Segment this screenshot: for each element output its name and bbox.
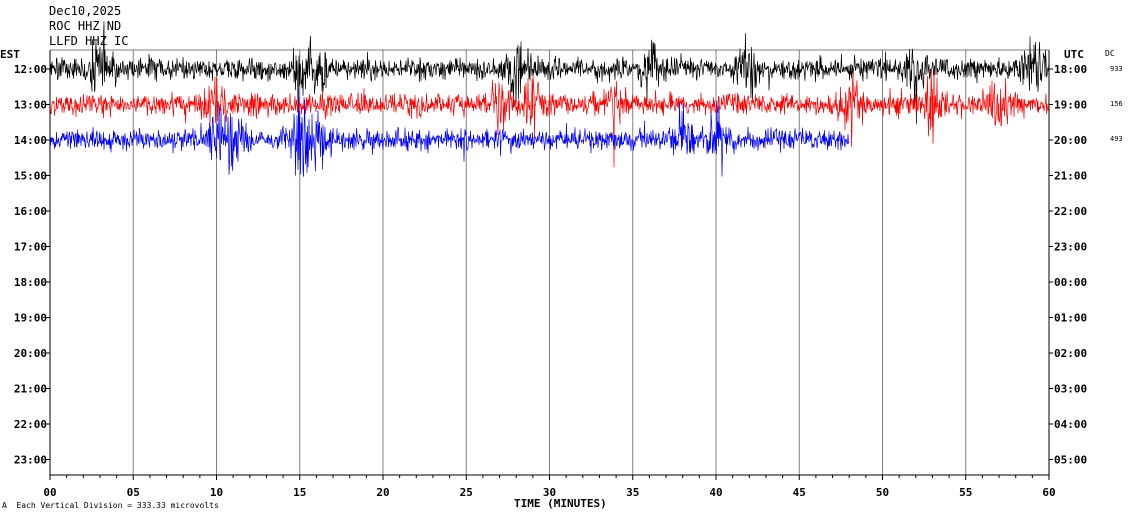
y-tick-label-right: 01:00 [1054,312,1087,325]
x-tick-label: 25 [460,486,473,499]
x-tick-label: 60 [1042,486,1055,499]
y-tick-label-left: 15:00 [14,170,47,183]
y-tick-label-left: 20:00 [14,347,47,360]
x-tick-label: 00 [43,486,56,499]
x-tick-label: 45 [793,486,806,499]
x-tick-label: 05 [127,486,140,499]
x-axis-title: TIME (MINUTES) [514,497,607,510]
dc-value: 156 [1110,100,1123,108]
x-tick-label: 50 [876,486,889,499]
y-tick-label-left: 19:00 [14,312,47,325]
dc-value: 933 [1110,65,1123,73]
scale-note-text: Each Vertical Division = 333.33 microvol… [16,501,219,510]
y-tick-label-left: 17:00 [14,241,47,254]
y-tick-label-left: 18:00 [14,276,47,289]
x-tick-label: 30 [543,486,556,499]
trace-3 [49,88,850,177]
x-tick-label: 10 [210,486,223,499]
y-tick-label-right: 23:00 [1054,241,1087,254]
header-station: ROC HHZ ND [49,19,122,33]
header-network: LLFD HHZ IC [49,34,129,48]
x-tick-label: 40 [709,486,722,499]
y-tick-label-left: 21:00 [14,383,47,396]
trace-2 [49,68,1050,168]
left-axis-title: EST [0,48,20,61]
header-block: Dec10,2025 ROC HHZ ND LLFD HHZ IC [49,4,128,49]
x-tick-label: 55 [959,486,972,499]
y-tick-label-right: 00:00 [1054,276,1087,289]
y-tick-label-left: 16:00 [14,205,47,218]
y-tick-label-right: 22:00 [1054,205,1087,218]
header-date: Dec10,2025 [49,4,122,18]
y-tick-label-left: 13:00 [14,99,47,112]
x-tick-label: 35 [626,486,639,499]
dc-label: DC [1105,49,1115,58]
y-tick-label-right: 04:00 [1054,418,1087,431]
y-tick-label-left: 12:00 [14,63,47,76]
y-tick-label-right: 03:00 [1054,383,1087,396]
y-tick-label-right: 05:00 [1054,454,1087,467]
y-tick-label-right: 21:00 [1054,170,1087,183]
y-tick-label-left: 22:00 [14,418,47,431]
y-tick-label-right: 02:00 [1054,347,1087,360]
corner-mark: A [2,501,7,510]
trace-1 [49,21,1050,125]
x-tick-label: 15 [293,486,306,499]
dc-value: 493 [1110,135,1123,143]
y-tick-label-left: 23:00 [14,454,47,467]
x-tick-label: 20 [376,486,389,499]
y-tick-label-right: 18:00 [1054,63,1087,76]
y-tick-label-right: 19:00 [1054,99,1087,112]
y-tick-label-right: 20:00 [1054,134,1087,147]
scale-note: A Each Vertical Division = 333.33 microv… [2,501,219,510]
y-tick-label-left: 14:00 [14,134,47,147]
right-axis-title: UTC [1064,48,1084,61]
